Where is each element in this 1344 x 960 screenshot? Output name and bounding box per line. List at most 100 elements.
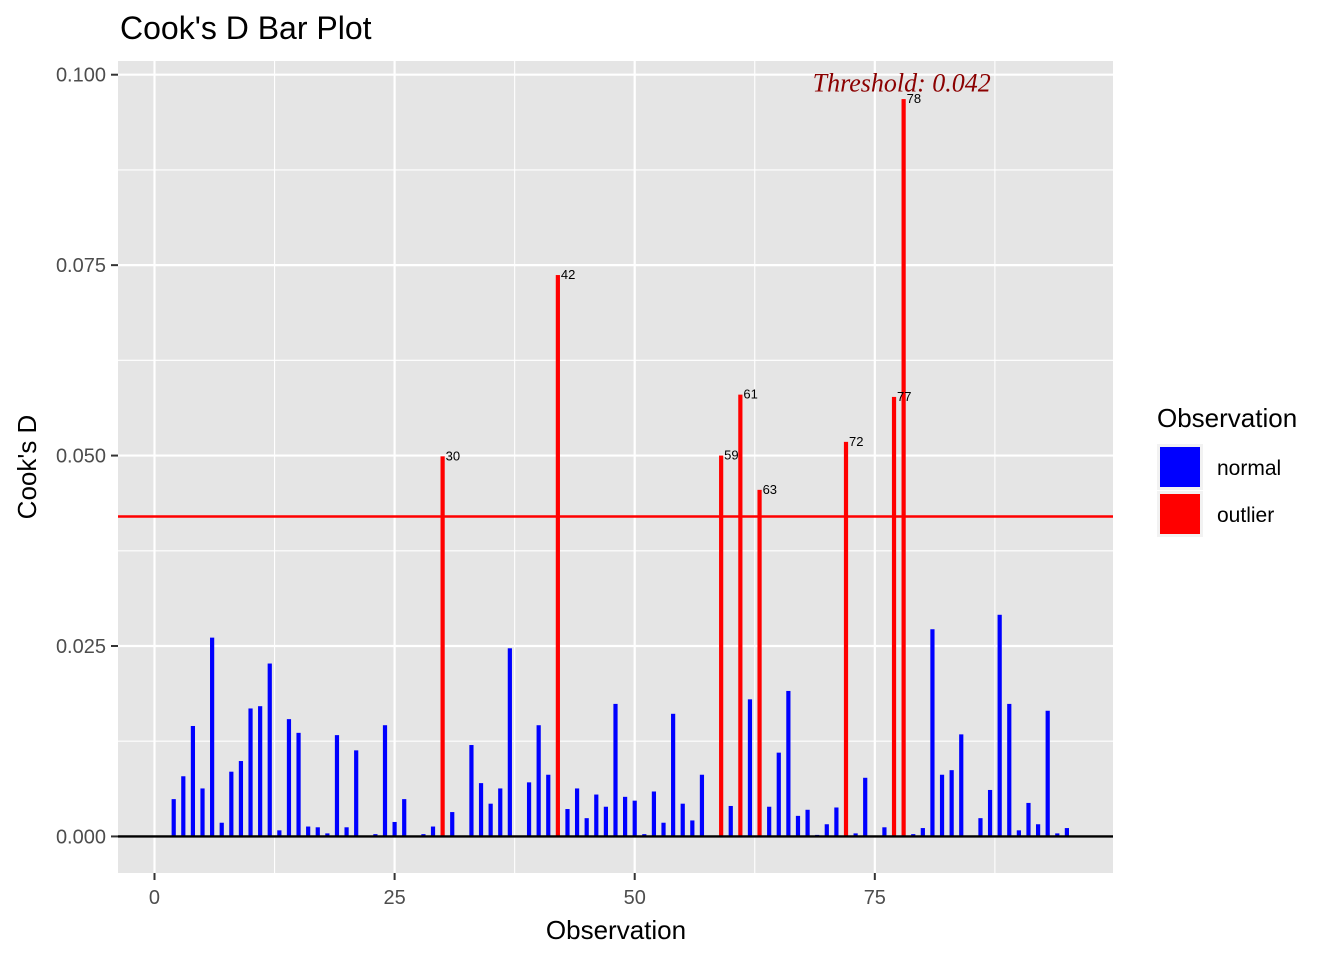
x-axis-title: Observation (546, 915, 686, 945)
bar-normal (344, 827, 349, 837)
bar-normal (478, 783, 484, 837)
bar-outlier (555, 275, 560, 837)
bar-normal (680, 803, 685, 837)
legend-items: normal outlier (1157, 444, 1281, 537)
outlier-label: 77 (897, 389, 911, 404)
bar-normal (882, 827, 887, 837)
bar-normal (824, 824, 829, 837)
bar-normal (1055, 833, 1060, 837)
bar-normal (661, 822, 666, 837)
bar-normal (939, 774, 945, 837)
x-axis: 0 25 50 75 (149, 873, 886, 909)
legend-label-normal: normal (1217, 457, 1281, 480)
bar-normal (526, 782, 532, 837)
outlier-labels: 30 42 59 61 63 72 77 78 (446, 91, 921, 497)
legend-swatch-outlier (1160, 494, 1200, 534)
outlier-label: 42 (561, 267, 575, 282)
bar-outlier (719, 455, 724, 837)
bar-normal (834, 807, 839, 837)
x-tick-label: 0 (149, 887, 160, 909)
bar-normal (1045, 710, 1050, 837)
bar-normal (594, 794, 599, 837)
outlier-label: 78 (907, 91, 921, 106)
bar-normal (574, 788, 580, 837)
bar-normal (853, 833, 858, 837)
bar-normal (805, 809, 810, 837)
threshold-label: Threshold: 0.042 (813, 68, 991, 97)
bar-normal (863, 777, 868, 837)
bar-normal (190, 725, 196, 837)
outlier-label: 61 (743, 387, 757, 402)
legend-swatch-normal (1160, 447, 1200, 487)
bar-outlier (843, 441, 849, 837)
bar-normal (1016, 830, 1021, 837)
bar-normal (507, 648, 512, 837)
bar-normal (747, 699, 753, 837)
bar-normal (200, 788, 205, 837)
bar-normal (584, 818, 589, 837)
bar-normal (286, 719, 292, 837)
bar-normal (334, 735, 340, 837)
bar-normal (1064, 828, 1069, 837)
bar-outlier (891, 396, 897, 837)
bar-normal (728, 805, 733, 837)
bar-normal (565, 809, 570, 837)
bar-normal (987, 789, 993, 837)
y-tick-label: 0.025 (56, 636, 106, 658)
bar-normal (1007, 703, 1012, 837)
bar-normal (930, 629, 935, 837)
bar-normal (354, 750, 359, 837)
x-tick-label: 25 (383, 887, 405, 909)
bar-normal (651, 791, 657, 837)
bar-normal (277, 830, 282, 837)
bar-normal (315, 827, 320, 837)
bar-normal (776, 752, 781, 837)
bar-normal (1035, 824, 1041, 837)
outlier-label: 59 (724, 448, 738, 463)
outlier-label: 30 (446, 448, 460, 463)
bar-normal (1026, 802, 1031, 837)
bar-normal (699, 774, 705, 837)
legend: Observation normal outlier (1157, 403, 1297, 537)
bar-normal (210, 637, 215, 837)
bars (171, 99, 1069, 837)
bar-normal (767, 806, 772, 837)
bar-outlier (440, 456, 445, 837)
bar-normal (671, 713, 676, 837)
y-tick-label: 0.050 (56, 446, 106, 468)
bar-normal (267, 663, 272, 837)
bar-normal (382, 725, 388, 837)
grid-minor (118, 61, 1113, 873)
legend-label-outlier: outlier (1217, 504, 1274, 527)
bar-normal (536, 725, 541, 837)
y-axis-title: Cook's D (12, 415, 42, 520)
y-axis: 0.000 0.025 0.050 0.075 0.100 (56, 65, 118, 848)
bar-normal (450, 812, 455, 837)
bar-normal (469, 745, 474, 837)
bar-normal (392, 821, 397, 837)
bar-normal (623, 796, 628, 837)
y-tick-label: 0.000 (56, 826, 106, 848)
chart-title: Cook's D Bar Plot (120, 10, 372, 46)
y-tick-label: 0.100 (56, 65, 106, 87)
bar-normal (959, 734, 964, 837)
bar-normal (786, 690, 791, 837)
bar-outlier (738, 394, 743, 837)
legend-title: Observation (1157, 403, 1297, 433)
bar-outlier (901, 99, 906, 837)
bar-normal (920, 828, 925, 837)
bar-normal (603, 806, 608, 837)
outlier-label: 72 (849, 434, 863, 449)
bar-normal (306, 826, 311, 837)
bar-normal (632, 800, 637, 837)
bar-normal (402, 799, 407, 837)
bar-normal (258, 706, 263, 837)
bar-normal (546, 774, 551, 837)
bar-normal (997, 614, 1002, 837)
bar-normal (949, 770, 954, 837)
bar-normal (171, 799, 176, 837)
bar-outlier (757, 489, 762, 837)
bar-normal (488, 803, 493, 837)
bar-normal (181, 776, 186, 837)
